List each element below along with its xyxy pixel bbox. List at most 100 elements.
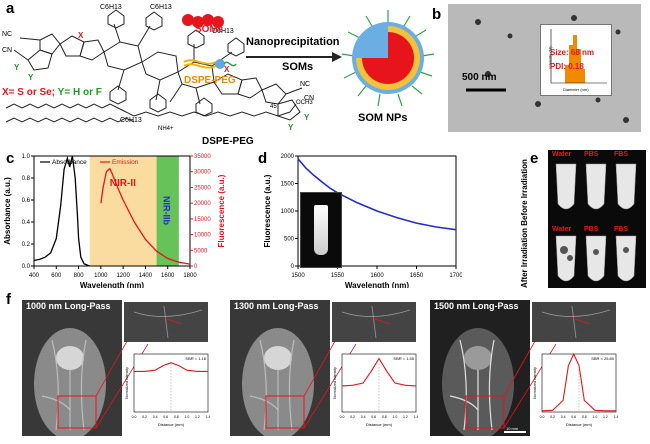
y-label-b: Y: [14, 63, 20, 72]
emission-line: [100, 167, 191, 265]
dspe-legend-label: DSPE-PEG: [184, 75, 236, 86]
profile-x-label: Distance (mm): [158, 422, 185, 427]
legend-absorbance: Absorbance: [52, 159, 87, 166]
x-tick-label: 1550: [331, 273, 345, 279]
reaction-arrow: [246, 52, 342, 62]
y-axis-label: Absorbance (a.u.): [3, 177, 12, 245]
profile-y-label: Normalized Intensity: [125, 367, 129, 399]
som-nanoparticle: [341, 10, 435, 107]
profile-line: [371, 317, 391, 325]
x-tick-label: 1000: [94, 273, 108, 279]
profile-y-label: Normalized Intensity: [533, 367, 537, 399]
profile-x-tick: 1.2: [403, 415, 408, 419]
vial-inset: [300, 192, 342, 268]
roi-box: [57, 395, 97, 429]
profile-x-tick: 1.4: [614, 415, 618, 419]
zoom-vessels: [133, 305, 203, 339]
sbr-label: SBR = 25.80: [591, 356, 615, 361]
plot-frame: [33, 155, 191, 267]
stability-photo: Water PBS FBS Water PBS FBS: [548, 150, 646, 288]
nir-ii-label: NIR-II: [110, 178, 136, 189]
atom-cn2: CN: [2, 47, 12, 54]
y2-tick-label: 20000: [194, 201, 211, 207]
nir-iib-region: [156, 156, 179, 266]
y2-tick-label: 0: [194, 264, 198, 270]
profile-x-tick: 0.6: [571, 415, 576, 419]
x-tick-label: 400: [29, 273, 40, 279]
absorbance-line: [33, 155, 90, 267]
nir-iib-label: NIR-IIb: [161, 196, 171, 225]
som-dot: [182, 14, 194, 26]
atom-cn1: NC: [2, 31, 12, 38]
x-tick-label: 800: [74, 273, 85, 279]
sbr-label: SBR = 1.18: [185, 356, 206, 361]
y-tick-label: 0.6: [22, 198, 31, 204]
x-tick-label: 1400: [139, 273, 153, 279]
nir-ii-region: [89, 156, 157, 266]
profile-x-tick: 0.0: [540, 415, 545, 419]
som-dot: [192, 16, 204, 28]
tem-scale-label: 500 nm: [462, 72, 497, 83]
tube-after-pbs: [585, 235, 607, 282]
y2-tick-label: 10000: [194, 233, 211, 239]
y-label-a: Y: [28, 73, 34, 82]
som-nps-label: SOM NPs: [358, 112, 408, 124]
profile-x-tick: 0.0: [340, 415, 345, 419]
y-tick-label: 0.0: [22, 264, 31, 270]
vial-glow: [314, 205, 328, 255]
profile-line: [163, 317, 183, 325]
y-axis-label: Fluorescence (a.u.): [263, 174, 272, 247]
som-structure-scheme: NC CN NC CN C6H13 C6H13 C6H13 C6H13 X X …: [2, 4, 314, 147]
profile-x-tick: 0.2: [142, 415, 147, 419]
filter-title: 1300 nm Long-Pass: [234, 301, 319, 311]
panel-d-label: d: [258, 150, 268, 167]
zoom-vessel: [541, 305, 611, 339]
fluorescence-line: [297, 158, 457, 231]
dls-size-label: Size: 68 nm: [550, 48, 595, 57]
y2-tick-label: 15000: [194, 217, 211, 223]
fluorescence-decay-chart: 1500 1550 1600 1650 1700 0 500 1000 1500 2000 Wave…: [263, 154, 462, 288]
c6h13-b: C6H13: [150, 4, 172, 11]
nh4-label: NH4+: [158, 126, 174, 132]
substitution-x: X= S or Se;: [2, 87, 55, 98]
dls-xaxis: Diameter (nm): [563, 87, 589, 92]
profile-x-tick: 0.8: [382, 415, 387, 419]
tube-after-fbs: [615, 235, 637, 282]
y2-tick-label: 35000: [194, 154, 211, 160]
profile-x-tick: 0.8: [174, 415, 179, 419]
profile-x-tick: 0.4: [561, 415, 566, 419]
panel-f-label: f: [6, 291, 11, 308]
filter-title: 1500 nm Long-Pass: [434, 301, 519, 311]
tube-before-fbs: [615, 163, 637, 210]
liver-signal: [56, 346, 84, 370]
dspe-head: [215, 59, 225, 69]
y-tick-label: 1500: [281, 182, 295, 188]
peg-corona: [341, 10, 435, 107]
tube-col-label: PBS: [584, 151, 599, 158]
x-axis-label: Wavelength (nm): [80, 281, 144, 288]
zoom-inset: [532, 302, 616, 342]
x-tick-label: 1700: [449, 273, 462, 279]
profile-curve: [134, 362, 208, 372]
zoom-vessels: [341, 305, 411, 339]
substitution-label: X= S or Se; Y= H or F: [2, 87, 102, 98]
x-tick-label: 1600: [161, 273, 175, 279]
liver-signal: [464, 346, 492, 370]
y-label-d: Y: [304, 113, 310, 122]
profile-x-tick: 1.4: [414, 415, 418, 419]
tube-row-label: Water: [552, 226, 572, 233]
y2-tick-label: 30000: [194, 170, 211, 176]
vessel-network: [249, 339, 295, 431]
y2-axis-label: Fluorescence (a.u.): [217, 174, 226, 247]
intensity-profile-chart: SBR = 1.18 0.0 0.2 0.4 0.6 0.8 1.0 1.2 1.4 Distan…: [125, 353, 210, 427]
profile-x-tick: 0.6: [371, 415, 376, 419]
atom-cn3: CN: [304, 95, 314, 102]
x-tick-label: 1200: [116, 273, 130, 279]
som-dot: [212, 16, 224, 28]
mouse-body: [242, 328, 314, 436]
sbr-label: SBR = 1.55: [393, 356, 414, 361]
zoom-vessels: [541, 305, 611, 339]
y2-tick-label: 25000: [194, 185, 211, 191]
tube-row-label: FBS: [614, 226, 628, 233]
zoom-inset: [124, 302, 208, 342]
